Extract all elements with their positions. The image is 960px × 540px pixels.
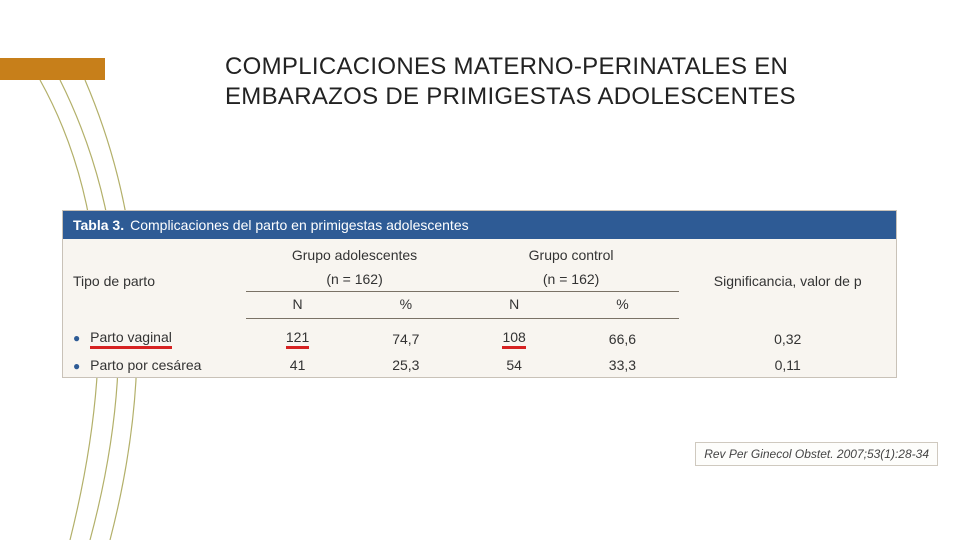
cell-ctrl-pct: 33,3 [565,353,679,377]
cell-ctrl-n: 108 [463,319,566,354]
col-group-ctrl: Grupo control [463,239,680,267]
page-title: COMPLICACIONES MATERNO-PERINATALES EN EM… [225,52,885,112]
cell-ctrl-pct: 66,6 [565,319,679,354]
row-label: ● Parto por cesárea [63,353,246,377]
row-label: ● Parto vaginal [63,319,246,354]
col-group-adol: Grupo adolescentes [246,239,463,267]
col-tipo: Tipo de parto [63,239,246,319]
cell-adol-pct: 74,7 [349,319,463,354]
table-container: Tabla 3. Complicaciones del parto en pri… [62,210,897,378]
cell-adol-n: 121 [246,319,349,354]
table-number: Tabla 3. [73,217,124,233]
cell-p: 0,11 [679,353,896,377]
ctrl-pct: % [565,292,679,319]
grp-ctrl-label: Grupo control [529,247,614,263]
header-row-1: Tipo de parto Grupo adolescentes Grupo c… [63,239,896,267]
grp-ctrl-n: (n = 162) [463,267,680,292]
grp-adol-label: Grupo adolescentes [292,247,417,263]
val: 108 [502,329,525,349]
table-row: ● Parto por cesárea 41 25,3 54 33,3 0,11 [63,353,896,377]
cell-adol-pct: 25,3 [349,353,463,377]
grp-adol-n: (n = 162) [246,267,463,292]
table-row: ● Parto vaginal 121 74,7 108 66,6 0,32 [63,319,896,354]
data-table: Tipo de parto Grupo adolescentes Grupo c… [63,239,896,377]
val: 121 [286,329,309,349]
adol-N: N [246,292,349,319]
citation-box: Rev Per Ginecol Obstet. 2007;53(1):28-34 [695,442,938,466]
adol-pct: % [349,292,463,319]
accent-bar [0,58,105,80]
bullet-icon: ● [73,331,80,345]
row-label-text: Parto por cesárea [90,357,201,373]
bullet-icon: ● [73,359,80,373]
col-sig: Significancia, valor de p [679,239,896,319]
table-caption: Tabla 3. Complicaciones del parto en pri… [63,211,896,239]
ctrl-N: N [463,292,566,319]
cell-ctrl-n: 54 [463,353,566,377]
cell-p: 0,32 [679,319,896,354]
row-label-text: Parto vaginal [90,329,172,349]
cell-adol-n: 41 [246,353,349,377]
table-caption-text: Complicaciones del parto en primigestas … [130,217,469,233]
